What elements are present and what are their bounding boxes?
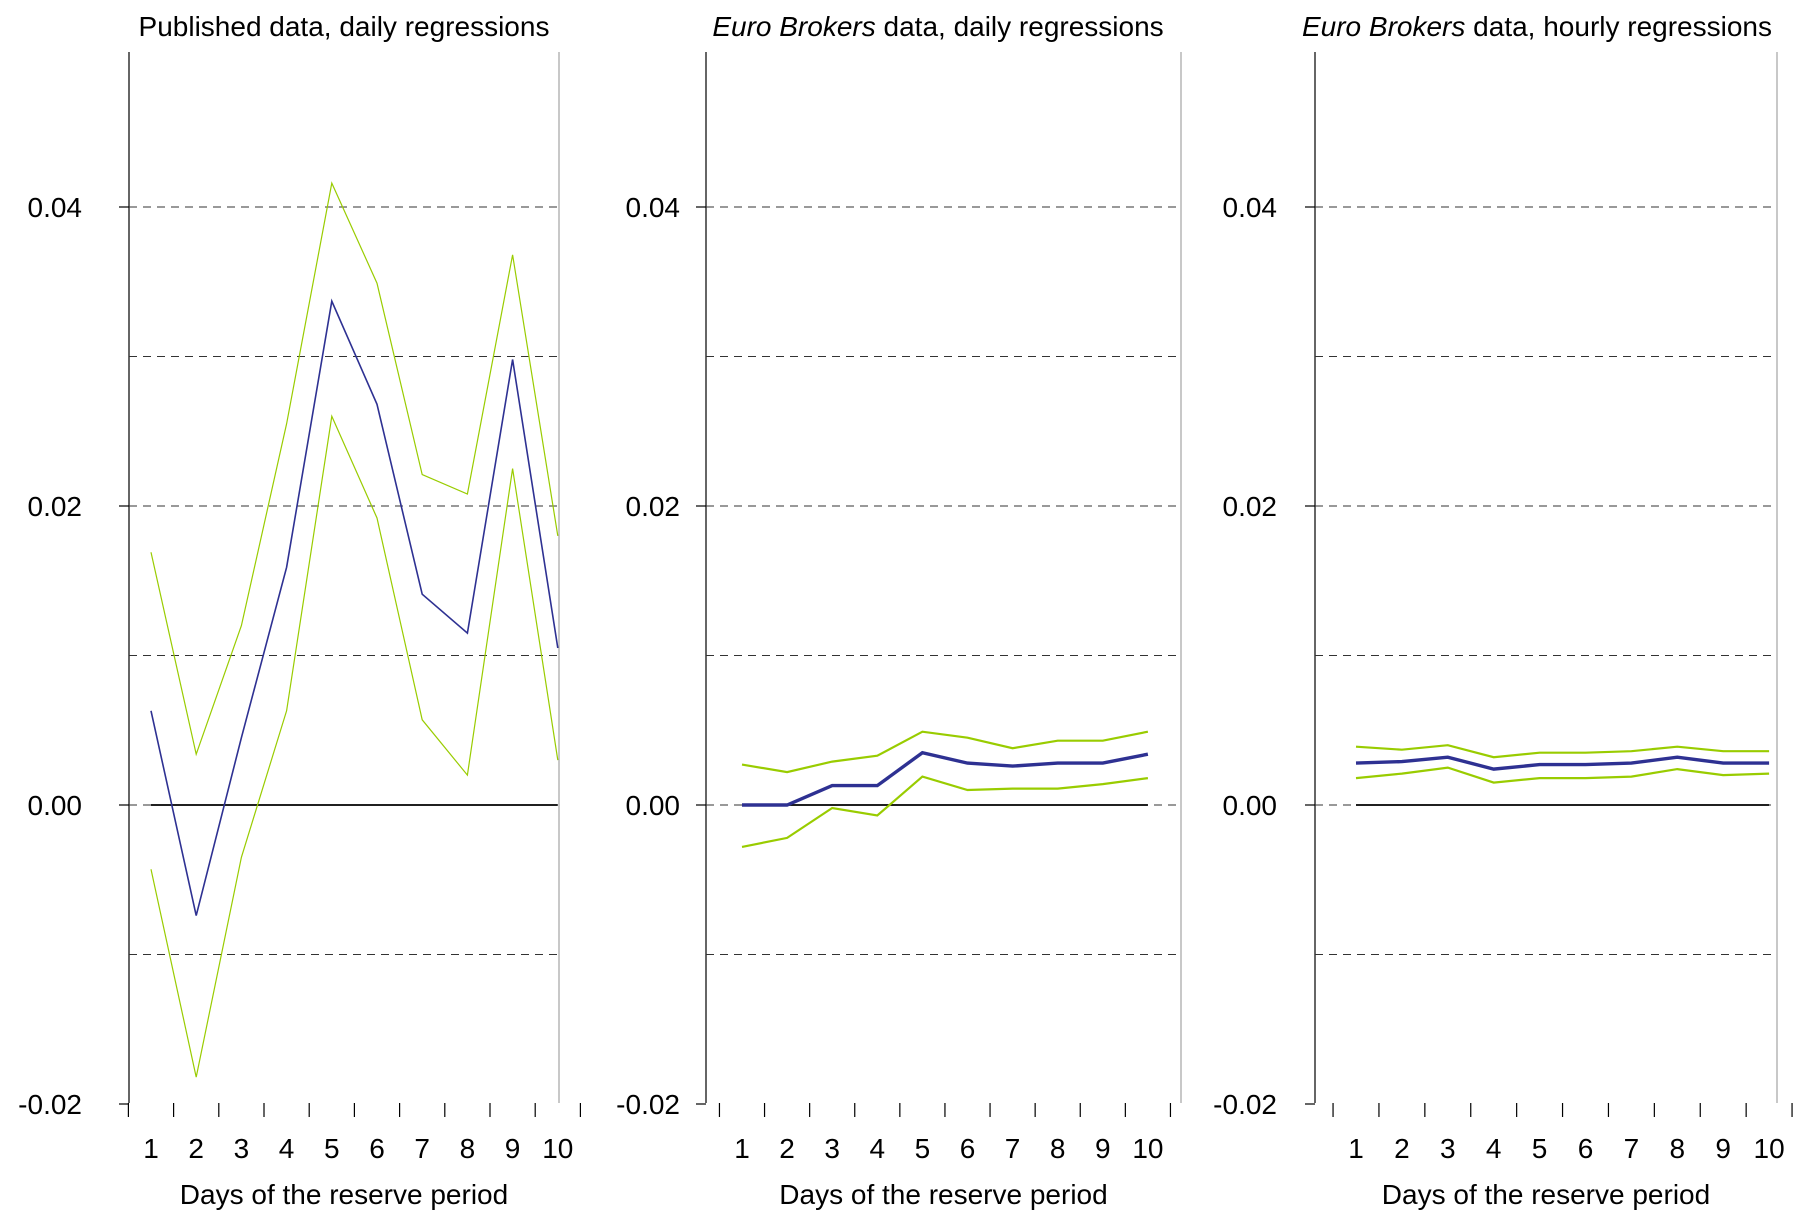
x-tick-label: 5 [915, 1133, 931, 1164]
x-tick-label: 9 [505, 1133, 521, 1164]
series-line-estimate [742, 750, 1149, 807]
x-tick-label: 1 [1348, 1133, 1364, 1164]
series-line-upper [741, 730, 1149, 774]
y-tick-label: 0.00 [626, 790, 681, 821]
x-tick-label: 8 [1050, 1133, 1066, 1164]
x-axis-label: Days of the reserve period [180, 1179, 508, 1210]
chart-title: Published data, daily regressions [139, 11, 550, 42]
x-tick-label: 2 [1394, 1133, 1410, 1164]
x-tick-label: 1 [734, 1133, 750, 1164]
y-tick-label: 0.02 [28, 491, 83, 522]
x-axis-label: Days of the reserve period [779, 1179, 1107, 1210]
chart-title: Euro Brokers data, daily regressions [712, 11, 1163, 42]
x-tick-label: 3 [234, 1133, 250, 1164]
y-tick-label: 0.00 [1223, 790, 1278, 821]
x-tick-label: 3 [824, 1133, 840, 1164]
series-line-lower [741, 775, 1149, 848]
chart-panel-2: Euro Brokers data, daily regressions -0.0… [616, 11, 1182, 1210]
y-tick-label: 0.04 [1223, 192, 1278, 223]
y-tick-label: -0.02 [1213, 1089, 1277, 1120]
x-tick-label: 10 [1754, 1133, 1785, 1164]
x-tick-label: 9 [1095, 1133, 1111, 1164]
series-line-upper [150, 181, 559, 757]
chart-title-text: data, hourly regressions [1465, 11, 1772, 42]
chart-title-italic: Euro Brokers [712, 11, 875, 42]
chart-title-text: data, daily regressions [876, 11, 1164, 42]
chart-title: Euro Brokers data, hourly regressions [1302, 11, 1772, 42]
y-tick-label: 0.04 [626, 192, 681, 223]
y-tick-label: 0.02 [626, 491, 681, 522]
x-tick-label: 2 [188, 1133, 204, 1164]
x-tick-label: 6 [1578, 1133, 1594, 1164]
x-tick-label: 5 [324, 1133, 340, 1164]
chart-panel-3: Euro Brokers data, hourly regressions -0.… [1213, 11, 1793, 1210]
x-tick-label: 5 [1532, 1133, 1548, 1164]
y-tick-label: -0.02 [616, 1089, 680, 1120]
y-tick-label: 0.00 [28, 790, 83, 821]
x-tick-label: 4 [1486, 1133, 1502, 1164]
x-axis-label: Days of the reserve period [1382, 1179, 1710, 1210]
x-tick-label: 2 [779, 1133, 795, 1164]
x-tick-label: 8 [460, 1133, 476, 1164]
series-line-lower [150, 414, 559, 1078]
x-tick-label: 6 [960, 1133, 976, 1164]
y-tick-label: -0.02 [18, 1089, 82, 1120]
x-tick-label: 7 [1624, 1133, 1640, 1164]
x-tick-label: 10 [1132, 1133, 1163, 1164]
x-tick-label: 1 [143, 1133, 159, 1164]
chart-panel-1: Published data, daily regressions -0.02 0.… [18, 11, 582, 1210]
series-line-estimate [1355, 755, 1770, 771]
series-line-estimate [150, 298, 559, 916]
y-tick-label: 0.04 [28, 192, 83, 223]
x-tick-label: 3 [1440, 1133, 1456, 1164]
y-tick-label: 0.02 [1223, 491, 1278, 522]
chart-title-italic: Euro Brokers [1302, 11, 1465, 42]
x-tick-label: 6 [369, 1133, 385, 1164]
x-tick-label: 4 [279, 1133, 295, 1164]
x-tick-label: 10 [542, 1133, 573, 1164]
x-tick-label: 4 [870, 1133, 886, 1164]
chart-title-text: Published data, daily regressions [139, 11, 550, 42]
x-tick-label: 7 [414, 1133, 430, 1164]
x-tick-label: 8 [1670, 1133, 1686, 1164]
series-line-lower [1355, 766, 1770, 784]
x-tick-label: 9 [1715, 1133, 1731, 1164]
series-line-upper [1355, 744, 1770, 759]
x-tick-label: 7 [1005, 1133, 1021, 1164]
